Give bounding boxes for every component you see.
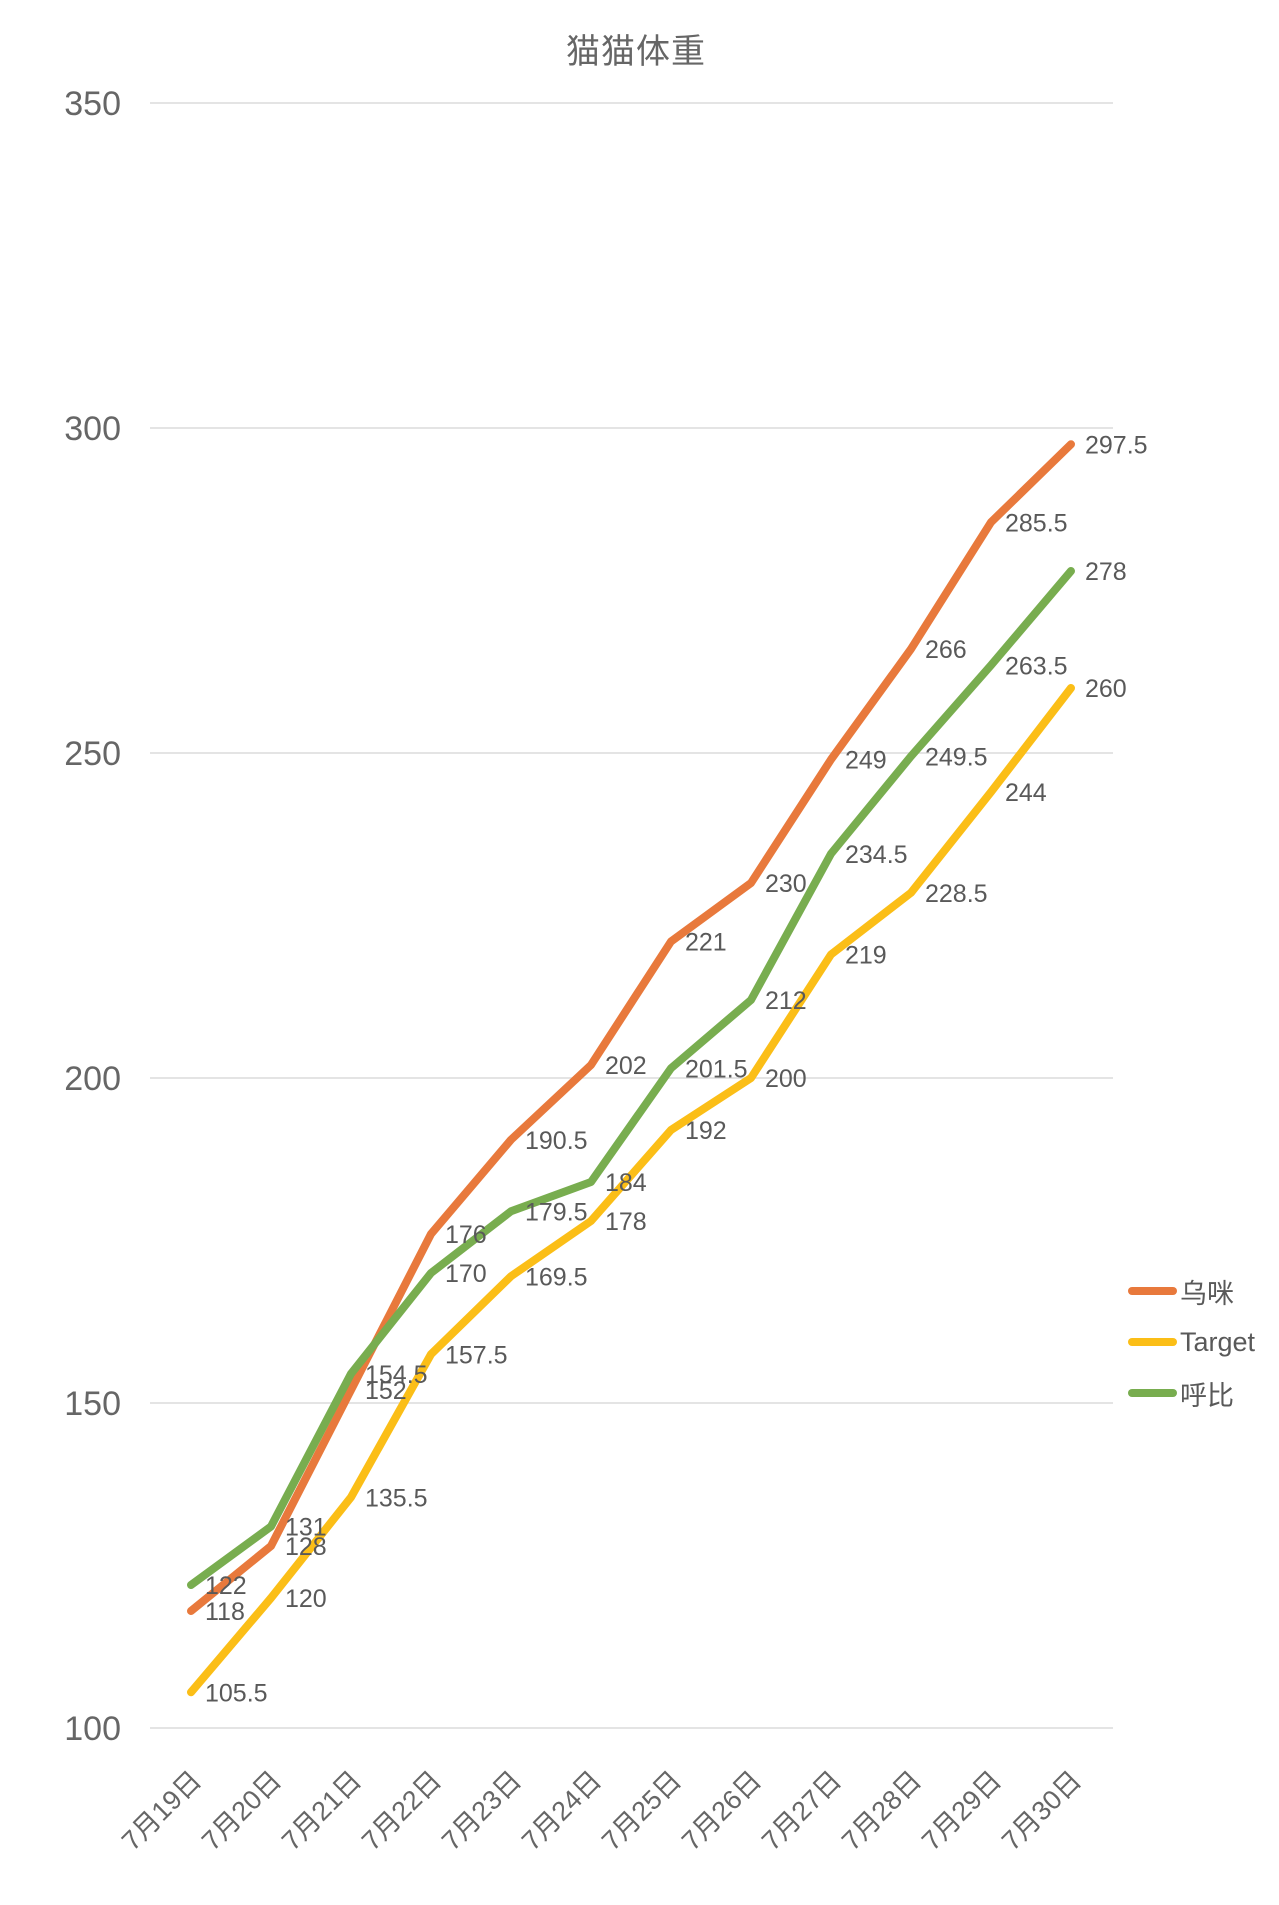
svg-text:7月28日: 7月28日 (836, 1765, 927, 1856)
svg-text:100: 100 (64, 1710, 121, 1748)
legend-swatch-target-icon (1128, 1338, 1177, 1346)
svg-text:118: 118 (205, 1598, 245, 1626)
svg-text:234.5: 234.5 (845, 841, 908, 869)
svg-text:350: 350 (64, 85, 121, 123)
svg-text:250: 250 (64, 735, 121, 773)
svg-text:7月22日: 7月22日 (356, 1765, 447, 1856)
svg-text:7月30日: 7月30日 (996, 1765, 1087, 1856)
chart-legend: 乌咪 Target 呼比 (1128, 1276, 1255, 1411)
svg-text:170: 170 (445, 1260, 487, 1288)
svg-text:300: 300 (64, 410, 121, 448)
svg-text:228.5: 228.5 (925, 880, 988, 908)
legend-item-target: Target (1128, 1327, 1255, 1357)
svg-text:285.5: 285.5 (1005, 509, 1068, 537)
svg-text:176: 176 (445, 1221, 487, 1249)
svg-text:7月24日: 7月24日 (516, 1765, 607, 1856)
svg-text:184: 184 (605, 1169, 647, 1197)
svg-text:7月27日: 7月27日 (756, 1765, 847, 1856)
gridlines (150, 102, 1113, 1729)
svg-text:263.5: 263.5 (1005, 652, 1068, 680)
legend-label-target: Target (1180, 1326, 1256, 1357)
series-lines (187, 440, 1075, 1697)
svg-text:154.5: 154.5 (365, 1361, 428, 1389)
svg-text:200: 200 (64, 1060, 121, 1098)
svg-text:201.5: 201.5 (685, 1055, 748, 1083)
x-axis-labels: 7月19日7月20日7月21日7月22日7月23日7月24日7月25日7月26日… (116, 1765, 1087, 1856)
svg-text:178: 178 (605, 1208, 647, 1236)
svg-text:260: 260 (1085, 675, 1127, 703)
svg-text:122: 122 (205, 1572, 247, 1600)
svg-text:297.5: 297.5 (1085, 431, 1148, 459)
svg-text:7月19日: 7月19日 (116, 1765, 207, 1856)
svg-text:221: 221 (685, 929, 727, 957)
svg-text:190.5: 190.5 (525, 1127, 588, 1155)
svg-text:120: 120 (285, 1585, 327, 1613)
y-axis-labels: 350 300 250 200 150 100 (64, 85, 121, 1748)
svg-text:249: 249 (845, 747, 887, 775)
svg-text:7月20日: 7月20日 (196, 1765, 287, 1856)
legend-item-wumi: 乌咪 (1128, 1276, 1255, 1309)
svg-text:7月23日: 7月23日 (436, 1765, 527, 1856)
svg-text:131: 131 (285, 1514, 327, 1542)
svg-text:230: 230 (765, 870, 807, 898)
svg-text:169.5: 169.5 (525, 1263, 588, 1291)
svg-text:202: 202 (605, 1052, 647, 1080)
data-labels: 118 128 152 176 190.5 202 221 230 249 266 285.5 297… (205, 431, 1148, 1707)
legend-swatch-hubi-icon (1128, 1389, 1177, 1397)
svg-text:152: 152 (365, 1377, 407, 1405)
svg-text:150: 150 (64, 1385, 121, 1423)
legend-swatch-wumi-icon (1128, 1287, 1177, 1295)
svg-text:192: 192 (685, 1117, 727, 1145)
svg-text:179.5: 179.5 (525, 1198, 588, 1226)
svg-text:157.5: 157.5 (445, 1341, 508, 1369)
svg-text:105.5: 105.5 (205, 1679, 268, 1707)
svg-text:7月25日: 7月25日 (596, 1765, 687, 1856)
svg-text:244: 244 (1005, 779, 1047, 807)
legend-item-hubi: 呼比 (1128, 1378, 1255, 1411)
svg-text:7月26日: 7月26日 (676, 1765, 767, 1856)
svg-text:249.5: 249.5 (925, 743, 988, 771)
svg-text:200: 200 (765, 1065, 807, 1093)
svg-text:278: 278 (1085, 558, 1127, 586)
svg-text:7月29日: 7月29日 (916, 1765, 1007, 1856)
svg-text:212: 212 (765, 987, 807, 1015)
svg-text:219: 219 (845, 942, 887, 970)
svg-text:135.5: 135.5 (365, 1484, 428, 1512)
legend-label-hubi: 呼比 (1180, 1380, 1234, 1411)
svg-text:7月21日: 7月21日 (276, 1765, 367, 1856)
svg-text:128: 128 (285, 1533, 327, 1561)
svg-text:266: 266 (925, 636, 967, 664)
legend-label-wumi: 乌咪 (1180, 1278, 1234, 1309)
chart-title: 猫猫体重 (566, 33, 706, 71)
